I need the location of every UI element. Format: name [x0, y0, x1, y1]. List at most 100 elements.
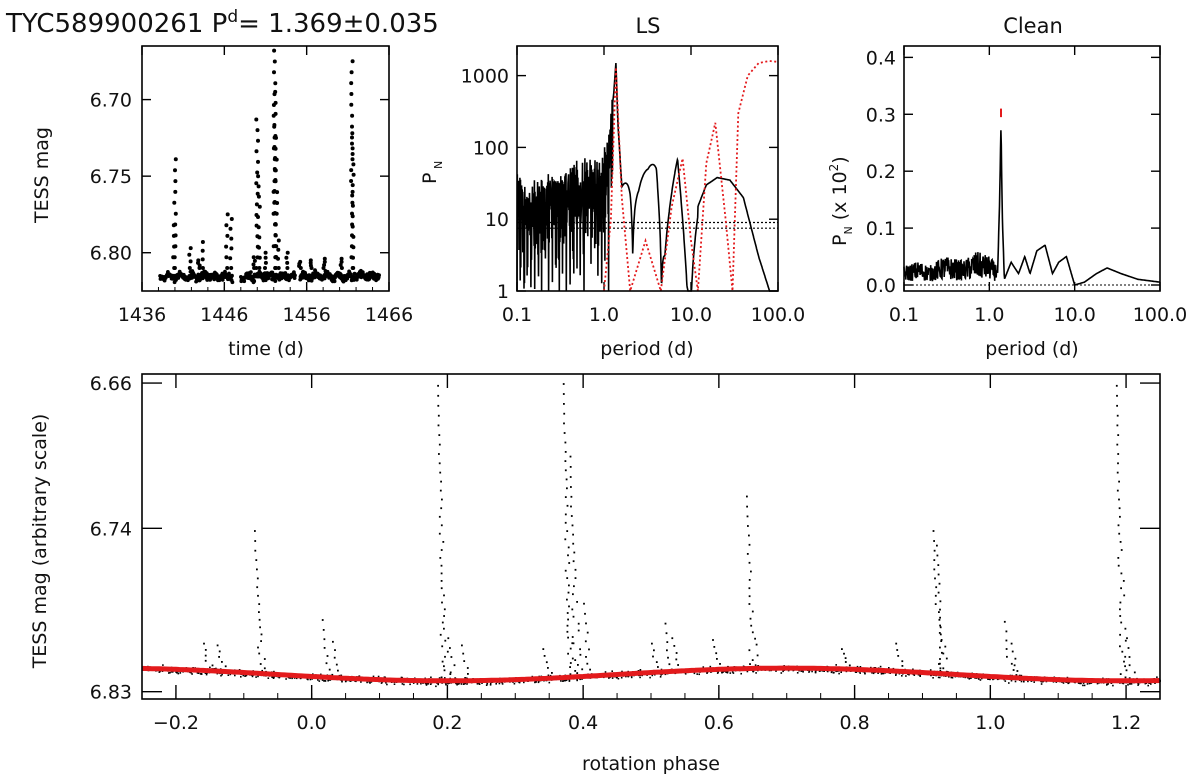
phased-flare-point [440, 676, 443, 679]
lc-flare-point [276, 256, 280, 261]
phased-point [205, 673, 208, 676]
phased-flare-point [438, 434, 441, 436]
phased-flare-point [564, 460, 567, 462]
phased-flare-point [1118, 507, 1121, 510]
phased-flare-point [938, 663, 940, 665]
lc-ytick-label: 6.75 [90, 166, 132, 188]
phased-point [1020, 674, 1023, 677]
phased-flare-point [1124, 665, 1126, 668]
phased-flare-point [939, 616, 941, 619]
phased-frame [141, 373, 1161, 700]
lc-flare-point [350, 146, 355, 151]
lc-flare-point [200, 266, 205, 270]
phased-flare-point [204, 649, 207, 651]
phased-xtick-label: 0.6 [704, 712, 734, 734]
phased-flare-point [844, 657, 847, 659]
lc-flare-point [350, 131, 355, 136]
phased-point [937, 676, 940, 679]
phased-point [1096, 682, 1099, 685]
phased-flare-point [547, 667, 549, 669]
phased-flare-point [1005, 648, 1008, 650]
phased-flare-point [589, 668, 591, 671]
phased-point [1106, 683, 1108, 685]
lc-xtick-label: 1436 [118, 304, 166, 326]
ls-ytick-label: 1000 [461, 66, 509, 88]
phased-point [838, 672, 840, 675]
phased-flare-point [1005, 630, 1008, 633]
phased-flare-point [337, 669, 339, 672]
phased-flare-point [466, 667, 469, 669]
phased-flare-point [257, 646, 259, 649]
phased-flare-point [576, 672, 579, 674]
phased-xtick-label: 0.8 [839, 712, 869, 734]
phased-point [908, 673, 910, 676]
phased-flare-point [843, 652, 845, 655]
phased-point [864, 672, 866, 675]
phased-point [814, 671, 817, 674]
lc-flare-point [254, 117, 259, 122]
phased-point [456, 683, 458, 686]
phased-point [360, 681, 362, 683]
phased-point [430, 676, 432, 679]
lc-flare-point [322, 256, 327, 261]
phased-flare-point [257, 594, 259, 597]
lc-flare-point [257, 235, 262, 240]
phased-point [835, 664, 837, 666]
phased-point [463, 683, 465, 685]
lc-flare-point [229, 266, 234, 270]
phased-flare-point [462, 652, 465, 655]
phased-flare-point [204, 659, 207, 662]
phased-flare-point [224, 665, 227, 668]
phased-point [684, 673, 687, 675]
phased-flare-point [844, 661, 847, 663]
phased-point [563, 679, 566, 682]
phased-flare-point [255, 559, 258, 561]
clean-plot-area: 0.1 1.0 10.0 100.0 0.0 0.1 0.2 0.3 0.4 [866, 46, 1187, 326]
phased-point [1014, 680, 1017, 683]
clean-ylabel: PN (x 102) [827, 156, 855, 246]
phased-flare-point [584, 640, 587, 643]
lc-xtick-label: 1456 [282, 304, 330, 326]
phased-point [611, 677, 614, 679]
phased-flare-point [440, 580, 443, 582]
phased-point [740, 672, 742, 675]
phased-flare-point [218, 656, 220, 658]
phased-point [564, 679, 567, 682]
phased-point [639, 676, 641, 679]
lc-flare-point [350, 200, 355, 205]
lc-flare-point [273, 111, 278, 116]
phased-flare-point [565, 478, 568, 481]
lc-flare-point [322, 263, 327, 267]
phased-point [285, 678, 287, 680]
lc-point [354, 277, 359, 282]
lc-flare-point [187, 252, 192, 257]
phased-flare-point [1128, 677, 1131, 680]
ls-window-line [603, 60, 779, 292]
phased-xtick-label: 0.0 [297, 712, 327, 734]
phased-flare-point [719, 663, 721, 665]
lc-flare-point [350, 135, 354, 140]
lc-flare-point [273, 222, 278, 227]
phased-point [438, 677, 441, 679]
phased-point [200, 673, 203, 675]
phased-point [604, 671, 607, 673]
phased-point [919, 675, 921, 677]
lc-flare-point [308, 258, 313, 263]
phased-flare-point [901, 660, 904, 663]
phased-flare-point [935, 586, 938, 589]
lc-flare-point [276, 247, 281, 252]
phased-flare-point [573, 585, 575, 588]
lc-flare-point [173, 157, 178, 162]
lc-flare-point [350, 59, 355, 64]
phased-flare-point [579, 648, 581, 651]
phased-flare-point [564, 469, 567, 472]
period-value: = 1.369±0.035 [238, 9, 439, 39]
clean-ylabel-sub: N [842, 226, 855, 234]
phased-flare-point [439, 471, 442, 474]
phased-flare-point [570, 486, 572, 488]
phased-point [608, 676, 610, 679]
phased-flare-point [204, 654, 207, 657]
phased-point [215, 667, 217, 670]
phased-point [1112, 684, 1114, 687]
lc-flare-point [228, 226, 233, 231]
